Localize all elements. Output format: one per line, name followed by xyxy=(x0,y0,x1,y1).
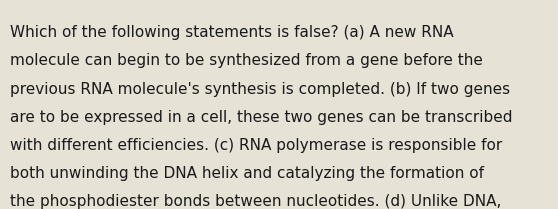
Text: Which of the following statements is false? (a) A new RNA: Which of the following statements is fal… xyxy=(10,25,454,40)
Text: both unwinding the DNA helix and catalyzing the formation of: both unwinding the DNA helix and catalyz… xyxy=(10,166,484,181)
Text: the phosphodiester bonds between nucleotides. (d) Unlike DNA,: the phosphodiester bonds between nucleot… xyxy=(10,194,502,209)
Text: molecule can begin to be synthesized from a gene before the: molecule can begin to be synthesized fro… xyxy=(10,53,483,68)
Text: previous RNA molecule's synthesis is completed. (b) If two genes: previous RNA molecule's synthesis is com… xyxy=(10,82,510,97)
Text: with different efficiencies. (c) RNA polymerase is responsible for: with different efficiencies. (c) RNA pol… xyxy=(10,138,502,153)
Text: are to be expressed in a cell, these two genes can be transcribed: are to be expressed in a cell, these two… xyxy=(10,110,513,125)
